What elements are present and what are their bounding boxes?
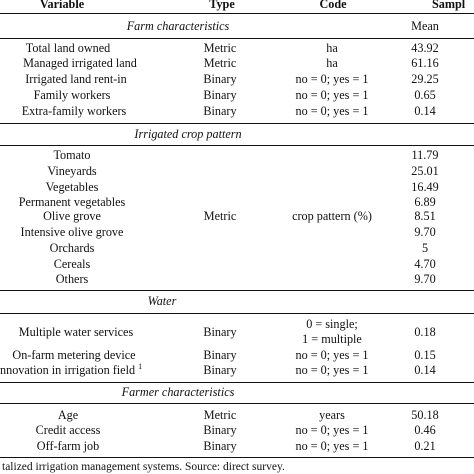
header-variable: Variable bbox=[39, 0, 85, 11]
rule-header bbox=[0, 13, 474, 14]
row-variable: Credit access bbox=[35, 423, 101, 437]
row-mean: 9.70 bbox=[414, 225, 436, 239]
row-variable: Extra-family workers bbox=[21, 104, 127, 118]
footnote: talized irrigation management systems. S… bbox=[2, 461, 285, 473]
row-mean: 16.49 bbox=[411, 180, 439, 194]
mean-label: Mean bbox=[411, 19, 439, 33]
row-variable: Family workers bbox=[33, 88, 111, 102]
rule-crop-top bbox=[0, 123, 474, 124]
row-code: years bbox=[319, 408, 345, 422]
row-mean: 9.70 bbox=[414, 272, 436, 286]
row-type: Binary bbox=[203, 325, 237, 339]
section-title-water: Water bbox=[147, 294, 177, 308]
row-variable: Others bbox=[55, 272, 89, 286]
rule-farmer bbox=[0, 403, 474, 404]
header-type: Type bbox=[209, 0, 235, 11]
section-title-farmer: Farmer characteristics bbox=[121, 385, 235, 399]
section-title-farm: Farm characteristics bbox=[126, 19, 230, 33]
row-mean: 8.51 bbox=[414, 209, 436, 223]
row-mean: 29.25 bbox=[411, 72, 439, 86]
footnote-marker: 1 bbox=[138, 361, 143, 371]
row-variable: Managed irrigated land bbox=[23, 56, 137, 70]
row-variable: Orchards bbox=[49, 241, 95, 255]
row-mean: 0.65 bbox=[414, 88, 436, 102]
rule-water-top bbox=[0, 290, 474, 291]
row-code: no = 0; yes = 1 bbox=[295, 348, 369, 362]
row-mean: 43.92 bbox=[411, 41, 439, 55]
row-variable: On-farm metering device bbox=[12, 348, 136, 362]
section-title-crop: Irrigated crop pattern bbox=[134, 127, 242, 141]
row-variable: Irrigated land rent-in bbox=[25, 72, 127, 86]
row-mean: 0.21 bbox=[414, 439, 436, 453]
row-mean: 11.79 bbox=[411, 148, 439, 162]
row-mean: 25.01 bbox=[411, 164, 439, 178]
row-type: Binary bbox=[203, 72, 237, 86]
row-code: no = 0; yes = 1 bbox=[295, 423, 369, 437]
crop-type: Metric bbox=[203, 209, 237, 223]
row-type: Binary bbox=[203, 104, 237, 118]
row-variable: Age bbox=[57, 408, 79, 422]
crop-code: crop pattern (%) bbox=[292, 209, 372, 223]
row-variable: Total land owned bbox=[25, 41, 111, 55]
rule-water bbox=[0, 313, 474, 314]
row-variable: Vineyards bbox=[47, 164, 97, 178]
rule-crop bbox=[0, 145, 474, 146]
row-variable: Olive grove bbox=[43, 209, 101, 223]
row-variable-text: nnovation in irrigation field bbox=[0, 363, 136, 377]
row-code: ha bbox=[326, 41, 338, 55]
row-variable: Permanent vegetables bbox=[18, 195, 126, 209]
row-code: no = 0; yes = 1 bbox=[295, 363, 369, 377]
row-variable: Off-farm job bbox=[36, 439, 100, 453]
row-type: Binary bbox=[203, 439, 237, 453]
row-type: Metric bbox=[203, 408, 237, 422]
row-code: no = 0; yes = 1 bbox=[295, 439, 369, 453]
rule-bottom bbox=[0, 457, 474, 458]
row-variable: nnovation in irrigation field 1 bbox=[0, 361, 143, 377]
row-type: Binary bbox=[203, 363, 237, 377]
header-sample: Sampl bbox=[432, 0, 466, 11]
row-variable: Vegetables bbox=[45, 180, 99, 194]
row-variable: Tomato bbox=[53, 148, 91, 162]
row-mean: 0.46 bbox=[414, 423, 436, 437]
row-code: no = 0; yes = 1 bbox=[295, 72, 369, 86]
row-code-line1: 0 = single; bbox=[306, 317, 358, 331]
row-type: Binary bbox=[203, 88, 237, 102]
row-type: Binary bbox=[203, 348, 237, 362]
row-mean: 4.70 bbox=[414, 257, 436, 271]
row-variable: Intensive olive grove bbox=[20, 225, 124, 239]
rule-farmer-top bbox=[0, 382, 474, 383]
row-mean: 6.89 bbox=[414, 195, 436, 209]
row-type: Metric bbox=[203, 56, 237, 70]
row-code: no = 0; yes = 1 bbox=[295, 104, 369, 118]
row-mean: 5 bbox=[421, 241, 429, 255]
header-code: Code bbox=[319, 0, 347, 11]
row-mean: 0.14 bbox=[414, 363, 436, 377]
row-variable: Cereals bbox=[53, 257, 91, 271]
row-variable: Multiple water services bbox=[18, 325, 134, 339]
row-code: no = 0; yes = 1 bbox=[295, 88, 369, 102]
row-code: ha bbox=[326, 56, 338, 70]
row-mean: 61.16 bbox=[411, 56, 439, 70]
row-type: Metric bbox=[203, 41, 237, 55]
rule-farm bbox=[0, 38, 474, 39]
row-mean: 50.18 bbox=[411, 408, 439, 422]
row-code-line2: 1 = multiple bbox=[302, 332, 362, 346]
row-mean: 0.14 bbox=[414, 104, 436, 118]
row-type: Binary bbox=[203, 423, 237, 437]
row-mean: 0.18 bbox=[414, 325, 436, 339]
row-mean: 0.15 bbox=[414, 348, 436, 362]
